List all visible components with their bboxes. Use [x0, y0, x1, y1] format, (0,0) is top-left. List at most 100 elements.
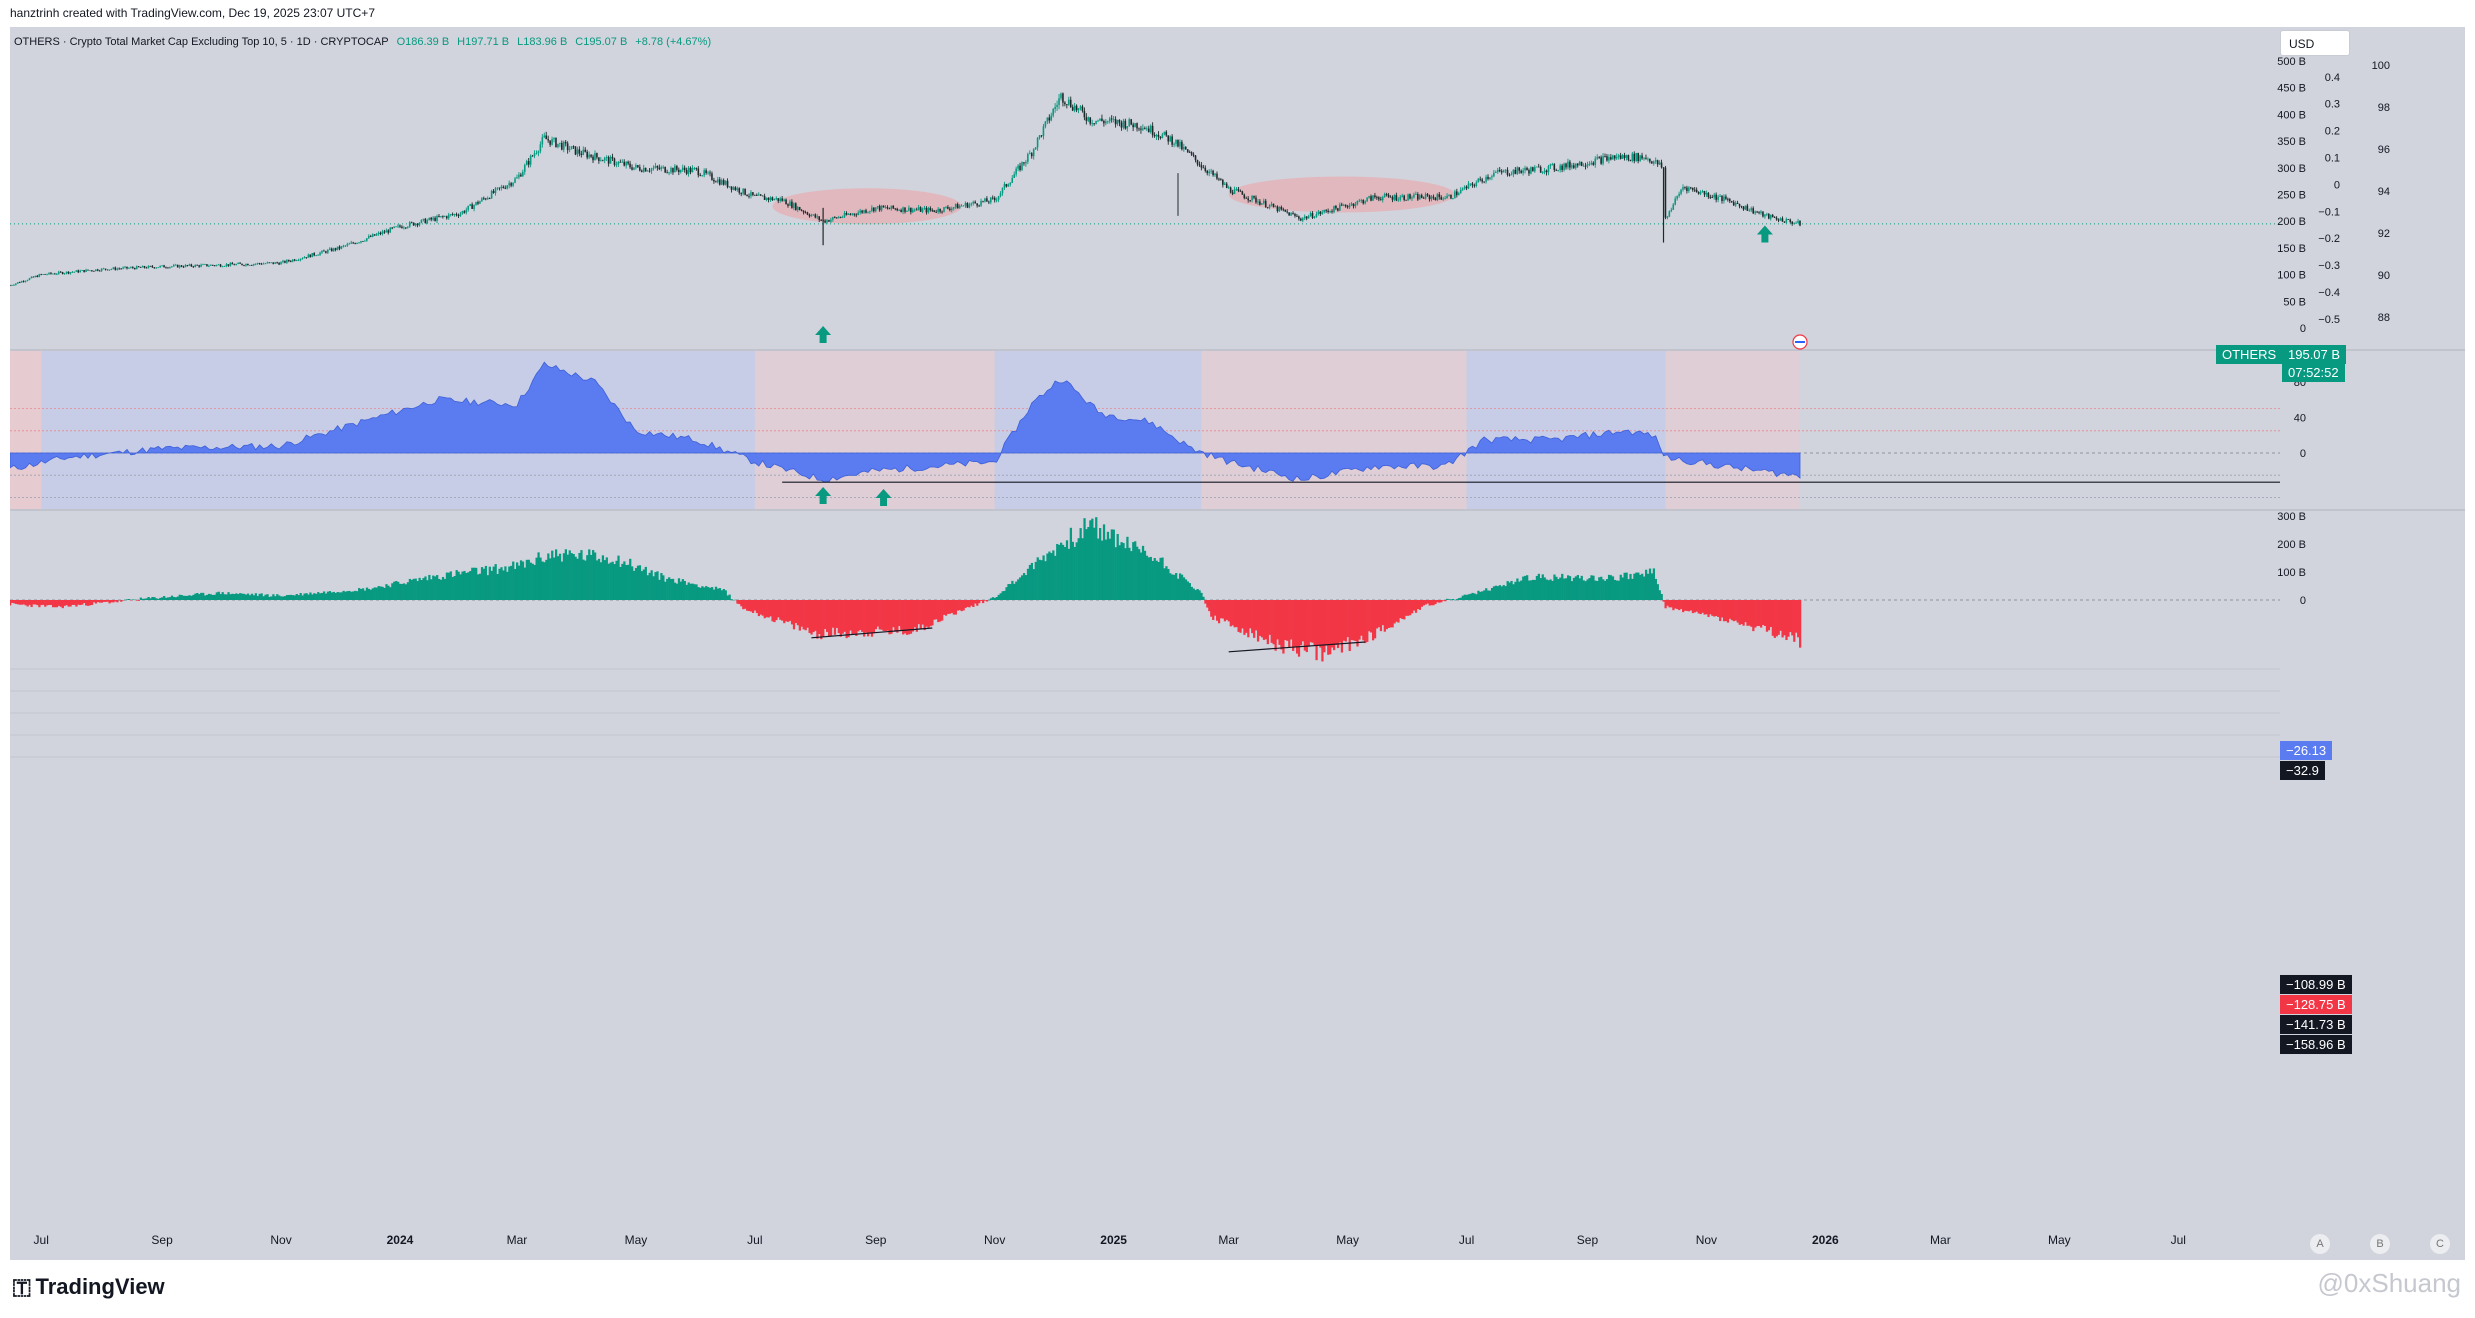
x-axis-tick: Nov — [984, 1233, 1005, 1247]
flow-bar — [995, 597, 998, 600]
price-candle — [1736, 200, 1739, 205]
price-candle — [393, 226, 395, 229]
price-candle — [1106, 120, 1109, 124]
currency-button[interactable]: USD — [2280, 30, 2350, 56]
flow-bar — [707, 587, 710, 600]
flow-bar — [703, 587, 706, 600]
price-candle — [213, 265, 216, 267]
price-candle — [221, 265, 224, 268]
flow-bar — [673, 582, 677, 600]
price-candle — [1315, 211, 1318, 218]
chart-area[interactable]: 500 B 450 B 400 B 350 B 300 B 250 B 200 B 150 B… — [10, 27, 2465, 1260]
x-axis-tick: 2024 — [387, 1233, 414, 1247]
price-candle — [276, 261, 278, 264]
footer: 🇹 TradingView @0xShuang — [0, 1260, 2475, 1318]
price-candle — [845, 211, 848, 216]
price-candle — [1454, 189, 1456, 199]
flow-bar — [1397, 600, 1400, 623]
price-candle — [502, 185, 505, 189]
flow-bar — [818, 600, 821, 634]
flow-bar — [1021, 575, 1024, 600]
price-candle — [1255, 195, 1257, 204]
price-candle — [568, 145, 571, 153]
price-candle — [1062, 92, 1064, 107]
flow-bar — [944, 600, 948, 616]
price-candle — [1167, 135, 1170, 145]
price-candle — [500, 184, 503, 191]
flow-bar — [223, 594, 226, 600]
flow-bar — [980, 600, 983, 601]
price-candle — [247, 263, 249, 266]
price-candle — [1664, 165, 1667, 220]
flow-bar — [301, 595, 304, 600]
price-candle — [726, 178, 729, 189]
flow-bar — [1483, 590, 1486, 600]
flow-bar — [490, 570, 493, 600]
flow-bar — [1206, 600, 1209, 608]
price-candle — [1643, 157, 1645, 161]
price-candle — [662, 165, 665, 169]
price-candle — [966, 202, 969, 209]
flow-bar — [1385, 600, 1388, 630]
price-countdown-tag: 07:52:52 — [2282, 363, 2345, 382]
price-candle — [629, 160, 631, 169]
flow-bar — [1116, 534, 1119, 600]
flow-bar — [1537, 573, 1540, 600]
flow-bar — [1305, 600, 1308, 653]
price-candle — [670, 166, 672, 175]
price-candle — [804, 210, 807, 214]
flow-bar — [730, 599, 733, 600]
flow-bar — [1756, 600, 1759, 627]
scale-button-a[interactable]: A — [2310, 1234, 2330, 1254]
price-candle — [254, 263, 257, 266]
flow-bar — [258, 593, 261, 600]
flow-bar — [627, 564, 630, 600]
price-candle — [1319, 211, 1322, 217]
flow-bar — [1487, 590, 1490, 600]
scale-button-b[interactable]: B — [2370, 1234, 2390, 1254]
flow-bar — [1535, 575, 1539, 600]
flow-bar — [116, 600, 119, 603]
scale-button-c[interactable]: C — [2430, 1234, 2450, 1254]
flow-bar — [1494, 585, 1498, 600]
price-candle — [561, 140, 563, 151]
price-candle — [249, 264, 251, 266]
axis-b-tick: 0.4 — [2325, 72, 2340, 84]
price-candle — [490, 189, 493, 199]
price-candle — [471, 202, 473, 210]
tradingview-logo[interactable]: 🇹 TradingView — [12, 1274, 165, 1300]
price-candle — [1690, 186, 1692, 190]
flow-bar — [98, 600, 101, 603]
price-candle — [459, 211, 462, 217]
price-candle — [486, 196, 489, 200]
flow-bar — [108, 600, 111, 604]
flow-bar — [1496, 586, 1500, 600]
flow-bar — [217, 591, 220, 600]
flow-bar — [603, 560, 606, 600]
price-candle — [1087, 116, 1090, 123]
flow-axis-tick: 100 B — [2277, 567, 2306, 579]
price-candle — [1672, 203, 1675, 210]
price-candle — [1426, 192, 1429, 197]
flow-bar — [360, 589, 363, 600]
price-candle — [403, 225, 405, 230]
flow-bar — [720, 590, 723, 600]
price-candle — [360, 240, 362, 244]
flow-bar — [964, 600, 967, 608]
flow-bar — [1383, 600, 1386, 632]
price-candle — [1214, 173, 1216, 177]
flow-bar — [1631, 578, 1634, 600]
flow-bar — [1444, 600, 1447, 602]
price-candle — [1779, 217, 1782, 221]
flow-bar — [389, 587, 392, 600]
flow-bar — [1079, 528, 1082, 600]
flow-bar — [289, 594, 293, 600]
flow-bar — [1030, 562, 1034, 600]
price-candle — [178, 264, 181, 269]
flow-bar — [572, 553, 575, 600]
flow-bar — [999, 593, 1002, 600]
price-candle — [1032, 148, 1035, 160]
price-candle — [709, 170, 711, 177]
price-candle — [28, 277, 31, 281]
